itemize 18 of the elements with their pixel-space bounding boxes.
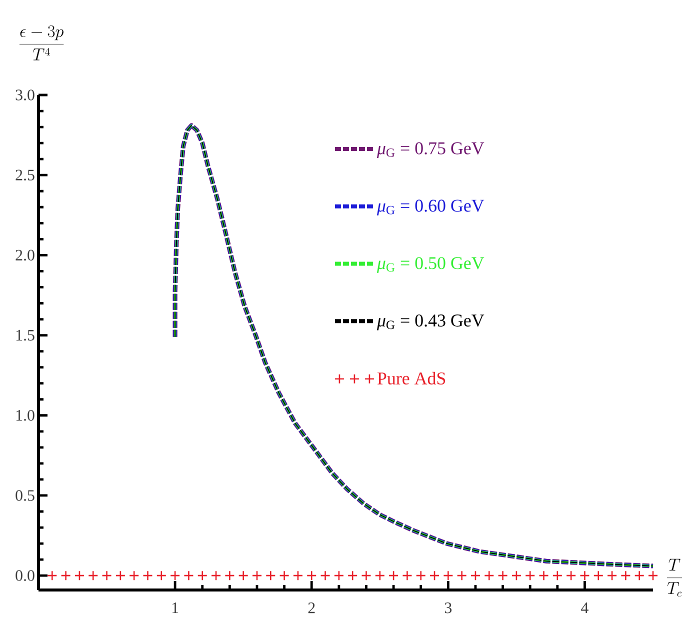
legend-label: μ$_{G}$ = 0.43 GeV xyxy=(376,314,484,330)
y-tick-label: 0.0 xyxy=(16,570,34,581)
y-tick-label: 2.0 xyxy=(16,250,34,261)
x-tick-label: 2 xyxy=(308,602,315,614)
legend-label: Pure AdS xyxy=(377,372,446,384)
y-tick-label: 3.0 xyxy=(16,90,34,100)
legend-label: μ$_{G}$ = 0.75 GeV xyxy=(376,142,484,158)
y-tick-label: 2.5 xyxy=(16,170,34,180)
x-tick-label: 1 xyxy=(172,602,178,614)
x-tick-label: 4 xyxy=(581,602,588,614)
x-tick-label: 3 xyxy=(444,602,452,614)
y-tick-label: 1.5 xyxy=(16,330,34,341)
y-axis-title: $\frac{\epsilon-3p}{T^{4}}$ xyxy=(19,25,64,60)
y-tick-label: 0.5 xyxy=(16,490,34,501)
y-tick-label: 1.0 xyxy=(16,410,34,421)
x-axis-title: $\frac{T}{T_c}$ xyxy=(666,558,682,597)
legend-label: μ$_{G}$ = 0.50 GeV xyxy=(376,257,484,273)
legend-label: μ$_{G}$ = 0.60 GeV xyxy=(376,200,484,216)
